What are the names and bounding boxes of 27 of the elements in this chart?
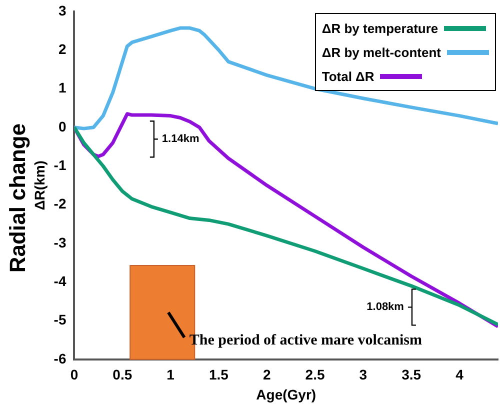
text: Radial change: [5, 122, 31, 275]
x-tick-label: 0: [70, 366, 78, 383]
annotation: 1.14km: [162, 133, 200, 146]
x-tick-label: 1: [166, 366, 175, 383]
legend-label: Total ΔR: [322, 68, 374, 84]
y-tick-label: -2: [54, 196, 66, 212]
legend-label: ΔR by temperature: [322, 20, 438, 36]
x-tick-label: 1.5: [208, 366, 229, 383]
x-tick-label: 3.5: [402, 366, 422, 383]
y-tick-label: -1: [54, 156, 66, 173]
y-tick-label: 0: [58, 118, 66, 134]
y-tick-label: 2: [58, 40, 66, 57]
y-tick-label: 3: [58, 2, 66, 18]
y-tick-label: -3: [54, 234, 66, 250]
x-tick-label: 2: [262, 366, 271, 383]
x-tick-label: 0.5: [112, 366, 132, 383]
y-tick-label: -6: [54, 350, 66, 366]
legend-label: ΔR by melt-content: [322, 44, 441, 60]
annotation: 1.08km: [366, 301, 404, 314]
y-axis-title: ΔR(km): [31, 160, 48, 210]
y-tick-label: 1: [58, 80, 66, 96]
y-tick-label: -5: [54, 312, 66, 328]
y-tick-label: -4: [54, 272, 66, 289]
x-tick-label: 3: [359, 366, 368, 383]
x-tick-label: 2.5: [305, 366, 325, 383]
x-axis-title: Age(Gyr): [256, 386, 316, 402]
x-tick-label: 4: [456, 366, 464, 383]
